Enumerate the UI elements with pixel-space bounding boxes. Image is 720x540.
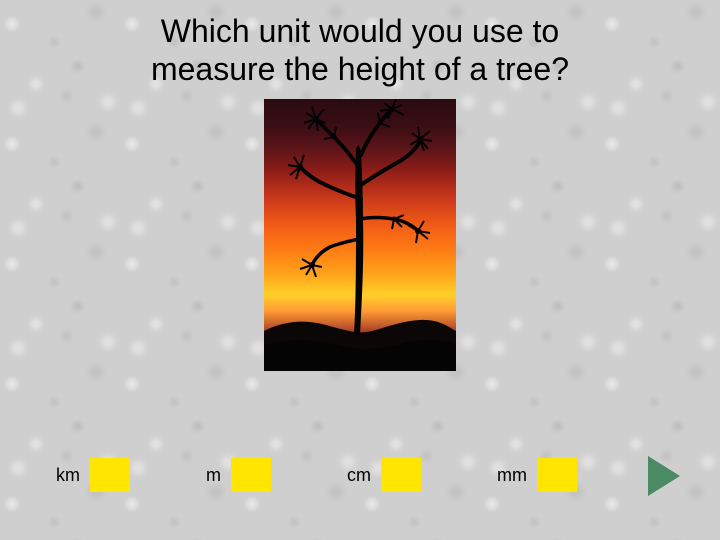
question-text: Which unit would you use to measure the … <box>0 0 720 89</box>
option-mm-button[interactable] <box>537 458 577 492</box>
option-label: cm <box>347 465 371 486</box>
hero-image-wrap <box>0 99 720 371</box>
option-label: km <box>56 465 80 486</box>
option-cm: cm <box>347 458 421 492</box>
option-label: mm <box>497 465 527 486</box>
option-km-button[interactable] <box>90 458 130 492</box>
question-line-2: measure the height of a tree? <box>151 51 569 87</box>
option-mm: mm <box>497 458 577 492</box>
option-label: m <box>206 465 221 486</box>
tree-silhouette-svg <box>264 99 456 371</box>
option-cm-button[interactable] <box>381 458 421 492</box>
option-km: km <box>56 458 130 492</box>
answer-options: km m cm mm <box>0 458 720 492</box>
option-m-button[interactable] <box>231 458 271 492</box>
hero-image-tree-sunset <box>264 99 456 371</box>
question-line-1: Which unit would you use to <box>161 13 559 49</box>
option-m: m <box>206 458 271 492</box>
slide-content: Which unit would you use to measure the … <box>0 0 720 540</box>
next-slide-arrow-icon[interactable] <box>648 456 680 496</box>
